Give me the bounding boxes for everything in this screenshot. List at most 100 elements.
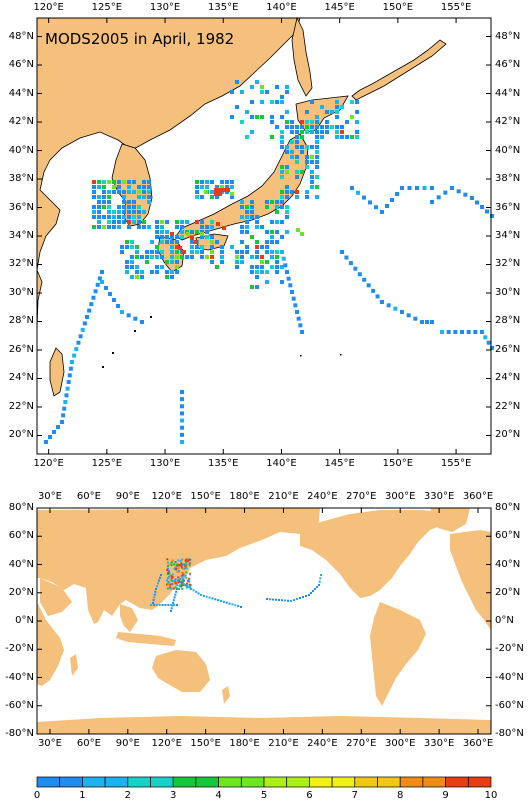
obs-point [205,595,208,598]
lon-label: 150°E [382,458,414,469]
obs-point [169,573,172,576]
obs-point [181,580,184,583]
obs-point [170,607,173,610]
lat-label: 34°N [495,230,521,241]
obs-point [185,571,188,574]
lat-label: -60°N [495,699,524,711]
lon-label: 180°E [229,491,260,502]
regional-map [36,16,494,455]
obs-point [315,115,319,119]
obs-point [466,330,471,334]
obs-point [368,200,372,205]
obs-point [92,210,96,214]
obs-point [195,590,198,593]
obs-point [147,185,151,189]
colorbar-swatch [309,776,333,788]
obs-point [255,215,259,219]
global-map [36,507,492,735]
obs-point [175,260,179,264]
lat-label: -40°N [5,671,34,683]
obs-point [310,155,314,159]
obs-point [415,186,419,190]
obs-point [245,215,249,219]
obs-point [422,186,427,190]
colorbar-swatch [263,776,288,788]
observation-points-regional [44,80,494,444]
obs-point [173,563,176,566]
obs-point [250,215,254,219]
obs-point [97,185,101,189]
obs-point [181,581,184,584]
obs-point [166,564,169,567]
obs-point [255,275,259,279]
lat-label: 60°N [8,530,34,542]
obs-point [240,200,244,204]
obs-point [275,200,279,204]
obs-point [205,235,209,239]
obs-point [272,598,274,601]
obs-point [102,225,106,229]
colorbar-tick: 6 [306,790,313,801]
obs-point [210,240,214,244]
obs-point [80,327,85,332]
obs-point [107,205,111,209]
obs-point [293,599,295,601]
obs-point [305,155,309,159]
obs-point [72,353,77,358]
obs-point [225,180,229,184]
obs-point [180,235,184,239]
obs-point [230,192,234,196]
obs-point [153,593,156,596]
obs-point [132,210,136,214]
obs-point [178,580,180,582]
obs-point [183,579,186,582]
obs-point [270,255,274,259]
south-america [370,602,426,706]
obs-point [318,580,321,583]
obs-point [436,195,441,200]
obs-point [92,215,96,219]
obs-point [166,561,169,564]
colorbar-swatch [286,776,310,788]
obs-point [167,583,170,586]
obs-point [385,204,389,208]
obs-point [122,220,126,224]
obs-point [112,185,116,189]
obs-point [285,145,289,149]
obs-point [126,313,131,318]
obs-point [220,250,224,254]
obs-point [285,215,289,219]
obs-point [152,604,155,606]
obs-point [155,235,159,239]
obs-point [240,606,242,608]
obs-point [319,577,322,580]
obs-point [218,188,222,192]
obs-point [147,200,151,204]
obs-point [265,200,269,204]
obs-point [230,245,234,249]
obs-point [102,180,106,184]
obs-point [315,150,319,154]
obs-point [310,160,314,164]
obs-point [210,190,214,194]
lon-label: 135°E [208,2,239,13]
obs-point [186,583,189,586]
lat-label: -80°N [5,728,34,739]
lat-label: 38°N [8,173,34,184]
obs-point [486,340,491,345]
obs-point [184,564,187,567]
obs-point [160,265,164,269]
colorbar-swatch [399,776,424,788]
obs-point [335,115,339,119]
obs-point [153,596,156,599]
regional-map-panel: MODS2005 in April, 1982 120°E 125°E 130°E 1… [8,2,521,469]
obs-point [315,120,319,124]
obs-point [470,196,474,200]
obs-point [176,570,179,573]
obs-point [230,185,234,189]
obs-point [171,580,174,583]
obs-point [182,562,185,565]
obs-point [195,190,199,194]
lon-label: 360°E [462,738,494,749]
obs-point [168,563,171,566]
